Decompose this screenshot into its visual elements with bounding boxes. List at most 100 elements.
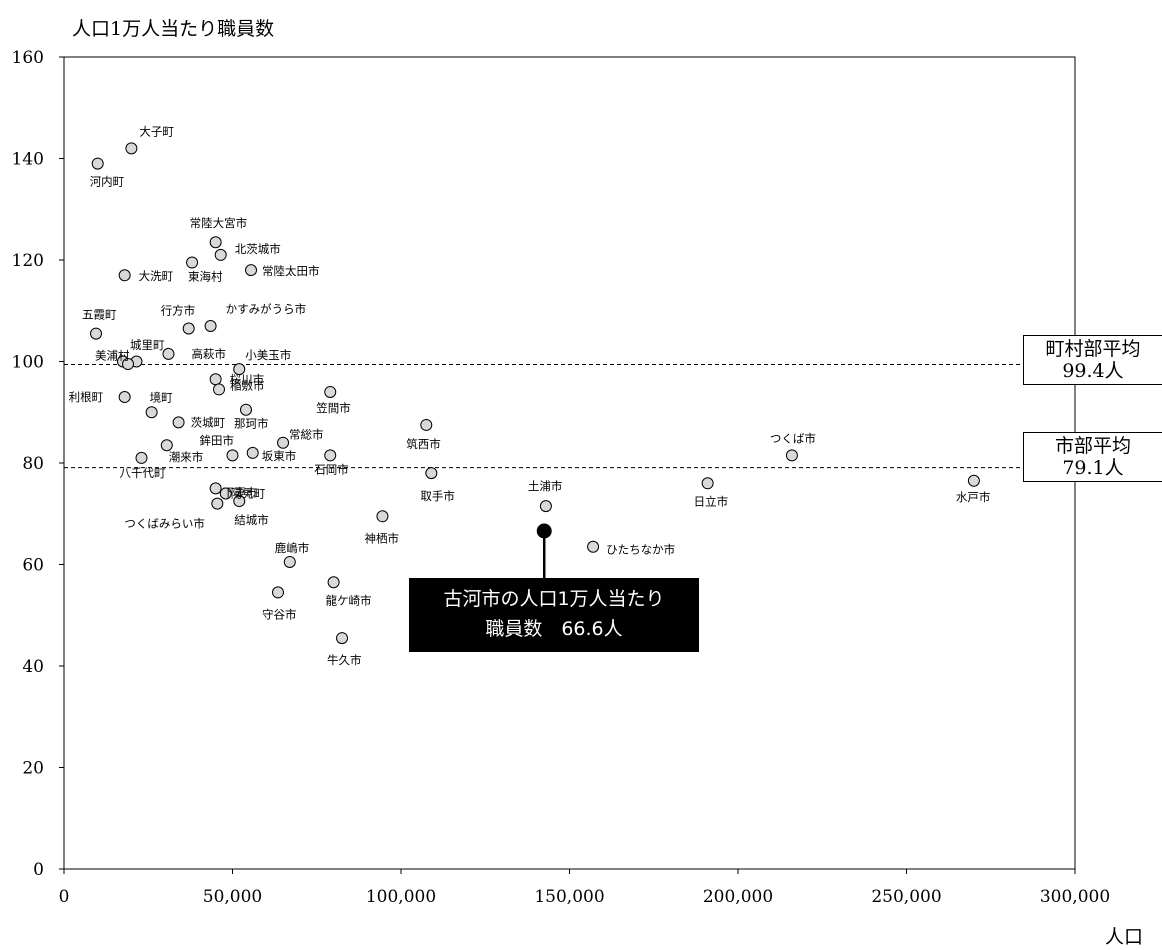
point-label: かすみがうら市 — [226, 302, 307, 316]
point-label: 北茨城市 — [235, 242, 281, 256]
x-tick-label: 250,000 — [871, 887, 941, 907]
city-average-box: 市部平均 79.1人 — [1023, 432, 1162, 482]
data-point — [204, 319, 217, 332]
data-point — [145, 406, 158, 419]
highlight-point — [536, 523, 552, 539]
point-label: 潮来市 — [169, 450, 204, 464]
point-label: 笠間市 — [316, 401, 351, 415]
point-label: 那珂市 — [234, 417, 268, 431]
y-tick-label: 0 — [33, 860, 44, 880]
point-label: 高萩市 — [191, 347, 226, 361]
data-point — [324, 385, 337, 398]
city-average-label: 市部平均 — [1054, 435, 1131, 457]
point-label: 大子町 — [139, 124, 174, 138]
point-label: ひたちなか市 — [606, 543, 675, 557]
city-average-value: 79.1人 — [1062, 457, 1124, 479]
data-point — [135, 451, 148, 464]
point-label: つくばみらい市 — [124, 517, 204, 531]
data-point — [245, 264, 258, 277]
data-point — [233, 495, 246, 508]
callout-line2: 職員数 66.6人 — [485, 618, 623, 640]
data-point — [277, 436, 290, 449]
data-point — [785, 449, 798, 462]
data-point — [160, 439, 173, 452]
data-point — [118, 391, 131, 404]
data-point — [587, 540, 600, 553]
point-label: 坂東市 — [262, 449, 297, 463]
data-point — [271, 586, 284, 599]
point-label: 下妻市 — [223, 485, 258, 499]
point-label: 鹿嶋市 — [275, 541, 310, 555]
highlight-callout: 古河市の人口1万人当たり 職員数 66.6人 — [409, 578, 699, 652]
data-point — [209, 373, 222, 386]
point-label: 稲敷市 — [230, 378, 265, 392]
point-label: 八千代町 — [120, 466, 166, 480]
x-axis-title: 人口 — [1105, 926, 1144, 948]
point-label: 河内町 — [90, 175, 125, 189]
point-label: 石岡市 — [314, 462, 349, 476]
data-point — [420, 418, 433, 431]
data-point — [91, 157, 104, 170]
data-point — [324, 449, 337, 462]
point-label: 神栖市 — [364, 531, 399, 545]
point-label: 水戸市 — [956, 490, 991, 504]
point-label: 常陸太田市 — [262, 264, 320, 278]
data-point — [213, 383, 226, 396]
data-point — [90, 327, 103, 340]
x-tick-label: 0 — [59, 887, 70, 907]
point-label: 桜川市 — [230, 372, 265, 386]
y-tick-label: 40 — [22, 657, 44, 677]
data-point — [539, 500, 552, 513]
x-tick-label: 50,000 — [203, 887, 262, 907]
village-average-value: 99.4人 — [1062, 360, 1124, 382]
point-label: 守谷市 — [262, 607, 297, 621]
data-point — [214, 248, 227, 261]
point-label: 城里町 — [130, 338, 165, 352]
point-label: 東海村 — [188, 270, 223, 284]
point-label: 龍ケ崎市 — [326, 593, 372, 607]
data-point — [246, 446, 259, 459]
point-label: 日立市 — [694, 494, 729, 508]
data-point — [162, 347, 175, 360]
data-point — [186, 256, 199, 269]
point-label: 境町 — [150, 390, 173, 404]
y-axis-title: 人口1万人当たり職員数 — [72, 18, 275, 40]
point-label: 大洗町 — [139, 269, 174, 283]
data-point — [283, 555, 296, 568]
point-label: 取手市 — [420, 489, 455, 503]
y-tick-label: 20 — [22, 759, 44, 779]
point-label: 茨城町 — [191, 415, 226, 429]
y-tick-label: 120 — [12, 251, 44, 271]
x-tick-label: 150,000 — [534, 887, 604, 907]
x-tick-label: 300,000 — [1040, 887, 1110, 907]
y-tick-label: 140 — [12, 150, 44, 170]
data-point — [425, 467, 438, 480]
point-label: 常陸大宮市 — [190, 216, 248, 230]
data-point — [336, 632, 349, 645]
village-average-label: 町村部平均 — [1045, 338, 1141, 360]
data-point — [209, 236, 222, 249]
data-point — [233, 363, 246, 376]
point-label: 阿見町 — [231, 486, 266, 500]
point-label: 行方市 — [161, 304, 196, 318]
x-tick-label: 100,000 — [366, 887, 436, 907]
data-point — [125, 142, 138, 155]
y-tick-label: 60 — [22, 556, 44, 576]
data-point — [209, 482, 222, 495]
data-point — [239, 403, 252, 416]
x-tick-label: 200,000 — [703, 887, 773, 907]
point-label: 小美玉市 — [245, 348, 291, 362]
data-point — [327, 576, 340, 589]
point-label: 五霞町 — [82, 308, 117, 322]
point-label: 筑西市 — [406, 437, 441, 451]
point-label: つくば市 — [770, 431, 816, 445]
data-point — [226, 449, 239, 462]
village-average-box: 町村部平均 99.4人 — [1023, 335, 1162, 385]
point-label: 美浦村 — [95, 349, 130, 363]
plot-area — [63, 56, 1076, 870]
callout-line1: 古河市の人口1万人当たり — [443, 588, 665, 610]
data-point — [118, 269, 131, 282]
point-label: 鉾田市 — [200, 433, 235, 447]
data-point — [172, 416, 185, 429]
